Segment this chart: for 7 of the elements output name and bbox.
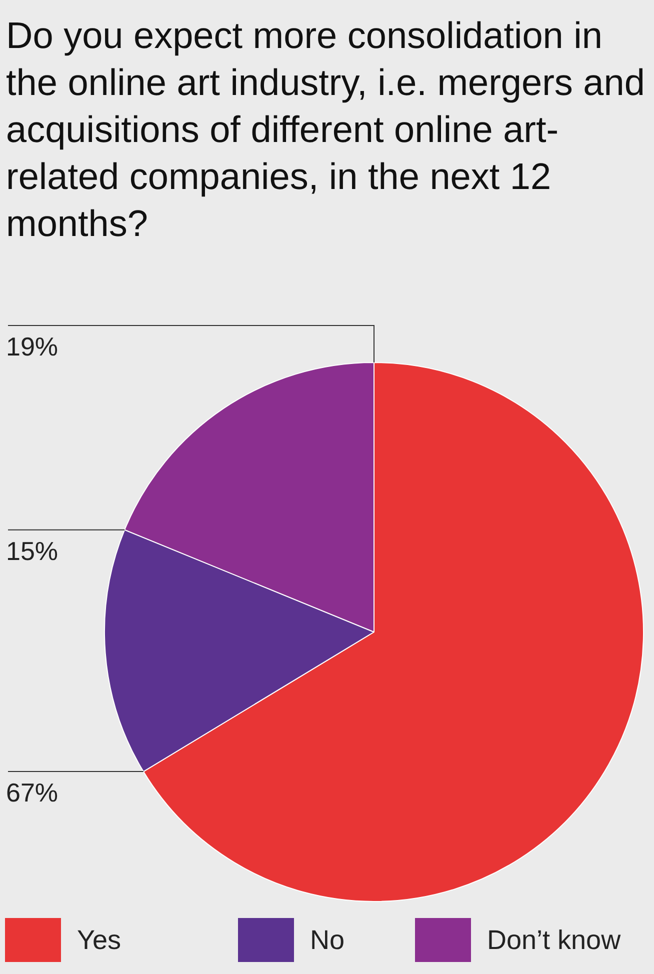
chart-title: Do you expect more consolidation in the online art industry, i.e. mergers and acquisitions of different online art-related companies, in the next 12 months?	[6, 14, 646, 246]
legend-label: Don’t know	[487, 924, 621, 956]
legend-label: Yes	[77, 924, 122, 956]
data-label: 67%	[6, 778, 58, 808]
data-label: 19%	[6, 332, 58, 362]
legend-label: No	[310, 924, 345, 956]
data-label: 15%	[6, 536, 58, 566]
